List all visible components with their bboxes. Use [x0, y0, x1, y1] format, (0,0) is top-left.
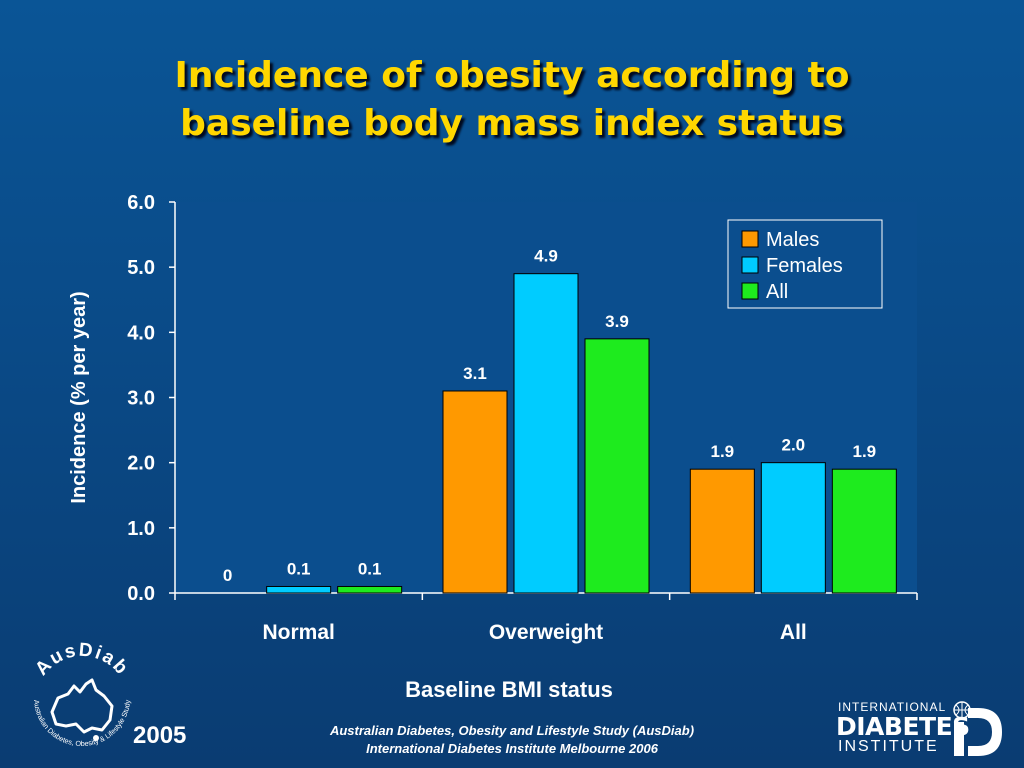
- bar-males: [689, 468, 755, 594]
- bar-females: [760, 462, 826, 594]
- footer-credits: Australian Diabetes, Obesity and Lifesty…: [252, 722, 772, 758]
- idi-mark-icon: [953, 701, 1002, 756]
- y-tick-label: 5.0: [127, 257, 155, 279]
- x-tick-label: Overweight: [489, 621, 603, 644]
- y-tick-label: 6.0: [127, 192, 155, 214]
- legend-swatch-females: [741, 256, 759, 274]
- australia-map-icon: [50, 678, 114, 734]
- y-tick-label: 2.0: [127, 453, 155, 475]
- y-tick-label: 4.0: [127, 322, 155, 344]
- x-axis-label: Baseline BMI status: [405, 677, 613, 702]
- data-label: 4.9: [534, 247, 558, 266]
- data-label: 3.9: [605, 312, 629, 331]
- x-tick-label: Normal: [262, 621, 334, 644]
- svg-text:Australian Diabetes, Obesity &: Australian Diabetes, Obesity & Lifestyle…: [32, 699, 132, 748]
- data-label: 0: [223, 566, 232, 585]
- y-axis-label: Incidence (% per year): [68, 291, 90, 503]
- svg-text:AusDiab: AusDiab: [31, 640, 133, 680]
- footer-line-2: International Diabetes Institute Melbour…: [366, 741, 658, 756]
- bar-females: [513, 273, 579, 594]
- footer-line-1: Australian Diabetes, Obesity and Lifesty…: [329, 723, 695, 738]
- data-label: 1.9: [711, 442, 735, 461]
- year-label: 2005: [133, 722, 187, 749]
- legend-swatch-males: [741, 230, 759, 248]
- bar-males: [442, 390, 508, 594]
- bar-all: [337, 585, 403, 594]
- ausdiab-logo: AusDiab Australian Diabetes, Obesity & L…: [31, 640, 133, 748]
- legend-label: Females: [766, 255, 843, 277]
- title-line-1: Incidence of obesity according to: [174, 55, 850, 96]
- legend-swatch-all: [741, 282, 759, 300]
- ausdiab-ring-text: Australian Diabetes, Obesity & Lifestyle…: [32, 699, 132, 748]
- title-line-2: baseline body mass index status: [180, 103, 844, 144]
- y-tick-label: 0.0: [127, 583, 155, 605]
- slide-title: Incidence of obesity according to baseli…: [0, 52, 1024, 148]
- bar-all: [584, 338, 650, 594]
- y-tick-label: 3.0: [127, 388, 155, 410]
- legend-label: All: [766, 281, 788, 303]
- legend-label: Males: [766, 229, 819, 251]
- data-label: 1.9: [853, 442, 877, 461]
- data-label: 3.1: [463, 364, 487, 383]
- y-tick-label: 1.0: [127, 518, 155, 540]
- bar-all: [831, 468, 897, 594]
- idi-logo: INTERNATIONAL DIABETES INSTITUTE: [836, 698, 1006, 760]
- data-label: 0.1: [358, 559, 382, 578]
- data-label: 0.1: [287, 559, 311, 578]
- x-tick-label: All: [780, 621, 807, 644]
- bar-females: [266, 585, 332, 594]
- idi-line-2: DIABETES: [836, 712, 970, 741]
- data-label: 2.0: [782, 436, 806, 455]
- ausdiab-name: AusDiab: [31, 640, 131, 680]
- idi-line-3: INSTITUTE: [838, 738, 939, 755]
- idi-line-1: INTERNATIONAL: [838, 700, 947, 714]
